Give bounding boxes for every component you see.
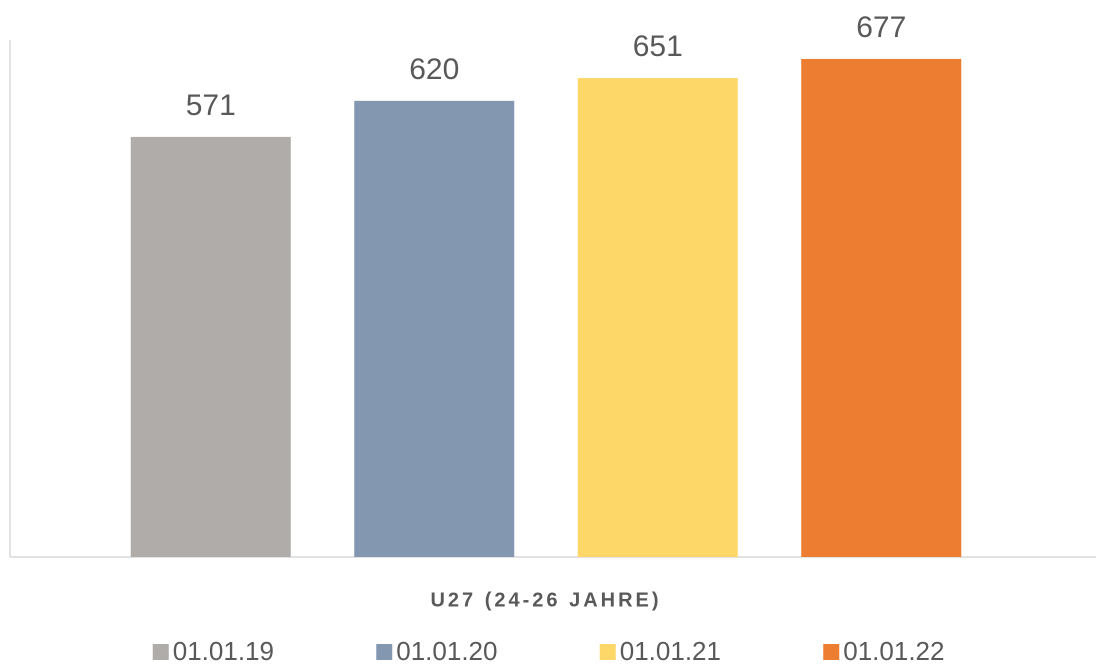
legend-label: 01.01.21 (620, 636, 721, 666)
legend-swatch (599, 644, 616, 660)
bar (354, 100, 515, 557)
bar (801, 58, 962, 558)
legend-swatch (376, 644, 393, 660)
legend-label: 01.01.22 (843, 636, 944, 666)
legend-swatch (823, 644, 840, 660)
bar (577, 78, 738, 558)
data-label: 571 (186, 89, 236, 122)
data-label: 651 (633, 30, 683, 63)
legend-label: 01.01.20 (396, 636, 497, 666)
legend-label: 01.01.19 (173, 636, 274, 666)
bar (130, 136, 291, 557)
data-label: 677 (856, 11, 906, 44)
data-label: 620 (409, 53, 459, 86)
legend-swatch (152, 644, 169, 660)
x-tick-label: U27 (24-26 JAHRE) (430, 589, 661, 611)
